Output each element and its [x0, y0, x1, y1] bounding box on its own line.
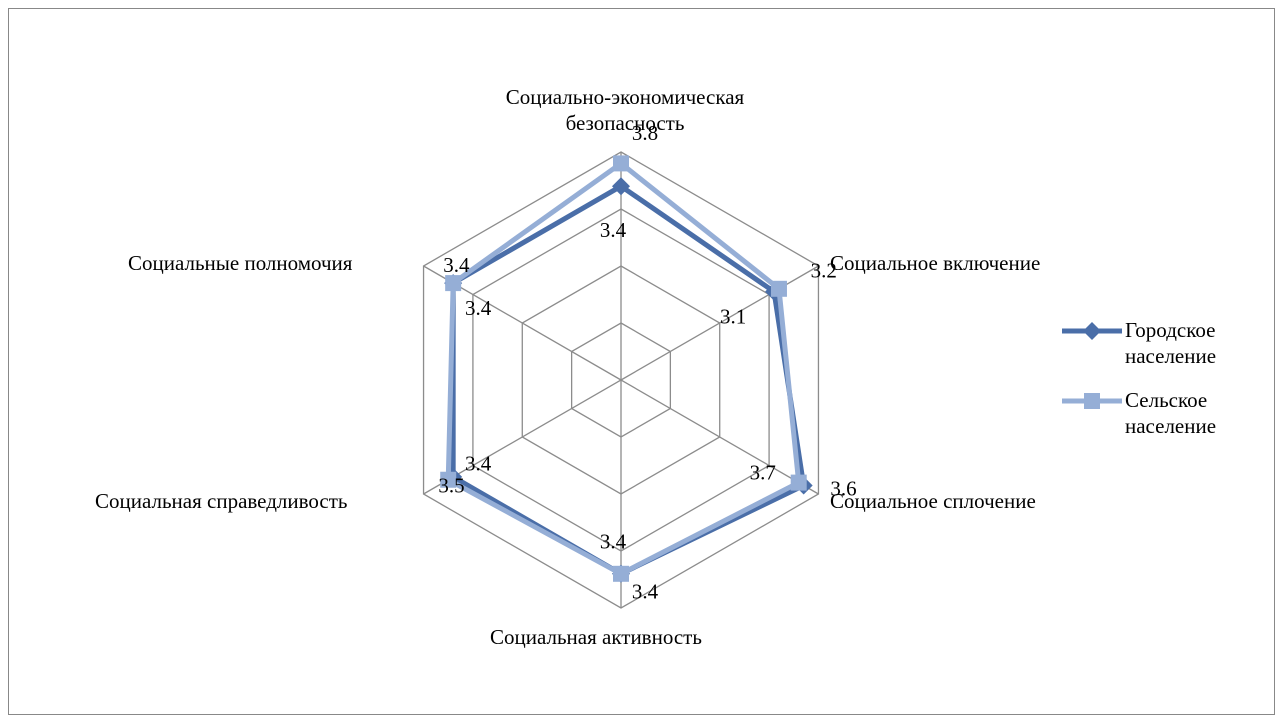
- category-label: Социальное включение: [830, 251, 1041, 275]
- data-label: 3.4: [465, 296, 492, 320]
- data-label: 3.5: [438, 474, 464, 498]
- data-label: 3.4: [465, 452, 492, 476]
- data-label: 3.7: [750, 460, 776, 484]
- category-label: Социальные полномочия: [128, 251, 353, 275]
- data-label: 3.4: [632, 580, 659, 604]
- marker: [613, 565, 629, 582]
- marker: [613, 155, 629, 172]
- data-label: 3.4: [443, 253, 470, 277]
- category-label: Социальная справедливость: [95, 489, 348, 513]
- axis-spoke: [620, 379, 819, 495]
- marker: [445, 275, 462, 292]
- data-label: 3.8: [632, 121, 658, 145]
- marker: [790, 474, 807, 491]
- marker: [440, 471, 457, 488]
- legend-label: Городское население: [1125, 318, 1217, 368]
- marker: [770, 280, 787, 297]
- legend-label: Сельское население: [1125, 388, 1217, 438]
- category-label: Социально-экономическая безопасность: [505, 85, 745, 135]
- legend-marker: [1083, 322, 1101, 340]
- data-label: 3.1: [720, 304, 746, 328]
- category-label: Социальное сплочение: [830, 489, 1036, 513]
- chart-border: [8, 8, 1275, 715]
- data-label: 3.4: [600, 530, 627, 554]
- data-label: 3.2: [811, 259, 837, 283]
- data-label: 3.4: [600, 218, 627, 242]
- category-label: Социальная активность: [490, 625, 702, 649]
- marker: [612, 177, 630, 196]
- data-label: 3.6: [830, 476, 856, 500]
- legend-marker: [1084, 393, 1100, 409]
